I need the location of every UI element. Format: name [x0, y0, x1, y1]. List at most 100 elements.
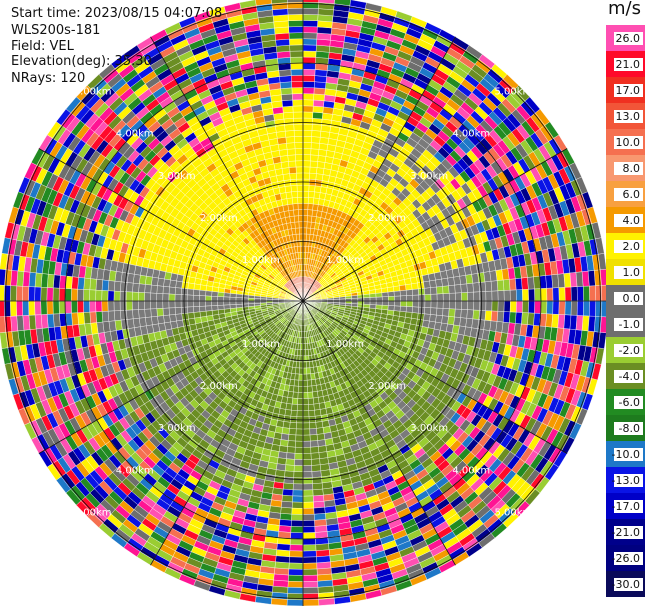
velocity-bin	[302, 38, 317, 46]
velocity-bin	[211, 286, 219, 293]
velocity-bin	[101, 300, 109, 312]
velocity-bin	[16, 300, 23, 317]
velocity-bin	[289, 544, 304, 552]
velocity-bin	[288, 20, 304, 28]
velocity-bin	[302, 209, 308, 216]
velocity-bin	[107, 310, 116, 322]
velocity-bin	[175, 280, 183, 289]
velocity-bin	[310, 440, 319, 448]
velocity-bin	[313, 494, 325, 503]
velocity-bin	[309, 166, 318, 174]
velocity-bin	[302, 556, 317, 564]
velocity-bin	[132, 282, 140, 293]
velocity-bin	[64, 300, 72, 314]
velocity-bin	[302, 574, 318, 582]
velocity-bin	[151, 316, 159, 326]
velocity-bin	[442, 285, 450, 294]
velocity-bin	[290, 538, 304, 546]
velocity-bin	[290, 532, 304, 540]
velocity-bin	[282, 421, 291, 429]
velocity-bin	[282, 105, 294, 114]
velocity-bin	[309, 160, 318, 168]
velocity-bin	[290, 373, 296, 381]
velocity-bin	[315, 173, 324, 181]
velocity-bin	[223, 288, 231, 294]
velocity-bin	[64, 288, 72, 302]
velocity-bin	[284, 124, 295, 132]
velocity-bin	[168, 286, 176, 295]
velocity-bin	[302, 532, 316, 540]
velocity-bin	[150, 300, 157, 310]
velocity-bin	[187, 288, 194, 296]
velocity-bin	[302, 245, 307, 253]
velocity-bin	[308, 185, 316, 192]
velocity-bin	[302, 148, 312, 155]
velocity-bin	[302, 69, 316, 76]
velocity-bin	[334, 0, 351, 6]
velocity-bin	[302, 538, 316, 546]
velocity-bin	[307, 197, 315, 205]
velocity-bin	[279, 75, 292, 83]
velocity-bin	[302, 142, 312, 149]
velocity-bin	[175, 313, 183, 322]
velocity-bin	[302, 191, 309, 198]
velocity-bin	[281, 501, 293, 509]
velocity-bin	[315, 44, 330, 53]
velocity-bin	[162, 300, 170, 309]
velocity-bin	[302, 367, 308, 375]
velocity-bin	[247, 295, 255, 299]
velocity-bin	[163, 278, 171, 288]
velocity-bin	[71, 276, 79, 290]
velocity-bin	[534, 288, 542, 302]
velocity-bin	[286, 599, 304, 607]
velocity-bin	[288, 385, 295, 393]
velocity-bin	[503, 289, 511, 302]
velocity-bin	[302, 136, 312, 143]
velocity-bin	[302, 398, 309, 405]
velocity-bin	[503, 279, 511, 291]
velocity-bin	[288, 574, 304, 582]
velocity-bin	[298, 373, 304, 381]
velocity-bin	[223, 300, 231, 306]
velocity-bin	[3, 300, 11, 317]
velocity-bin	[297, 197, 304, 204]
velocity-bin	[217, 304, 225, 311]
velocity-bin	[394, 295, 401, 302]
velocity-bin	[199, 289, 207, 297]
velocity-bin	[287, 587, 304, 594]
velocity-bin	[305, 239, 310, 247]
velocity-bin	[95, 289, 103, 302]
velocity-bin	[89, 289, 97, 302]
velocity-bin	[247, 297, 255, 302]
velocity-bin	[412, 294, 420, 302]
velocity-bin	[302, 507, 315, 515]
velocity-bin	[310, 142, 320, 150]
velocity-bin	[292, 495, 304, 503]
velocity-bin	[281, 99, 293, 108]
velocity-bin	[312, 476, 323, 484]
velocity-bin	[302, 544, 317, 552]
velocity-bin	[291, 191, 298, 199]
velocity-bin	[448, 284, 456, 294]
velocity-bin	[28, 286, 36, 302]
velocity-bin	[311, 470, 322, 478]
velocity-bin	[314, 69, 328, 77]
velocity-bin	[302, 422, 310, 430]
velocity-bin	[302, 44, 317, 52]
velocity-field	[0, 0, 606, 607]
velocity-bin	[302, 355, 307, 363]
velocity-bin	[455, 292, 462, 302]
velocity-bin	[302, 1, 319, 9]
velocity-bin	[313, 191, 321, 199]
velocity-bin	[278, 149, 288, 157]
velocity-bin	[295, 434, 304, 442]
velocity-bin	[292, 99, 304, 107]
velocity-bin	[291, 514, 304, 521]
velocity-bin	[293, 209, 299, 217]
velocity-bin	[316, 433, 326, 441]
velocity-bin	[429, 279, 437, 288]
velocity-bin	[168, 293, 176, 302]
velocity-bin	[295, 361, 300, 369]
velocity-bin	[223, 292, 231, 298]
velocity-bin	[40, 300, 48, 315]
